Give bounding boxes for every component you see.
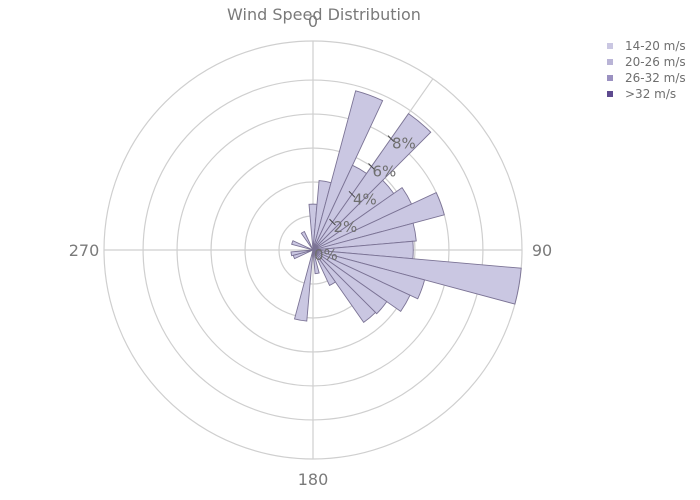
bar-theta-140[interactable] [312,249,377,324]
bar-theta-290[interactable] [291,240,314,251]
bar-theta-330[interactable] [300,230,314,251]
radial-tick-label-2: 2% [333,218,357,236]
radial-tick-mark-6 [368,163,375,170]
bar-theta-120[interactable] [312,249,411,313]
bar-theta-130[interactable] [312,249,388,315]
radial-tick-label-0: 0% [314,246,338,264]
legend-swatch-2[interactable] [607,75,613,81]
bar-theta-110[interactable] [312,249,426,300]
bar-theta-190[interactable] [293,249,314,322]
legend-swatch-1[interactable] [607,59,613,65]
radial-tick-label-8: 8% [392,135,416,153]
legend-swatch-3[interactable] [607,91,613,97]
angular-tick-90: 90 [532,241,552,260]
legend-swatch-0[interactable] [607,43,613,49]
bar-theta-80[interactable] [312,222,417,251]
legend[interactable]: 14-20 m/s 20-26 m/s 26-32 m/s >32 m/s [607,39,686,101]
chart-title: Wind Speed Distribution [227,5,421,24]
radial-tick-mark-2 [329,218,336,226]
bar-theta-40[interactable] [312,112,432,251]
legend-label-3[interactable]: >32 m/s [625,87,676,101]
legend-label-1[interactable]: 20-26 m/s [625,55,686,69]
bar-series [290,90,522,324]
angular-tick-labels: 0 90 180 270 [69,12,552,489]
radial-tick-mark-4 [348,190,356,198]
radial-tick-label-6: 6% [372,162,396,180]
radial-tick-mark-8 [387,135,395,143]
bar-theta-70[interactable] [312,191,445,251]
bar-theta-260[interactable] [290,249,314,257]
angular-tick-0: 0 [308,12,318,31]
angular-tick-270: 270 [69,241,100,260]
bar-theta-150[interactable] [312,249,337,287]
legend-label-0[interactable]: 14-20 m/s [625,39,686,53]
radial-tick-labels: 0% 2% 4% 6% 8% [314,135,416,264]
bar-theta-170[interactable] [312,249,320,275]
legend-label-2[interactable]: 26-32 m/s [625,71,686,85]
radial-tick-label-4: 4% [353,190,377,208]
bar-theta-20[interactable] [312,90,384,251]
angular-tick-180: 180 [298,470,329,489]
